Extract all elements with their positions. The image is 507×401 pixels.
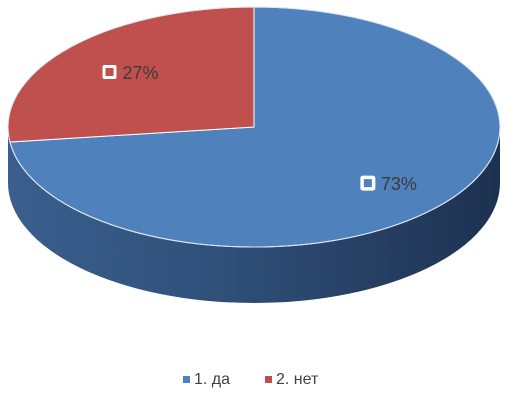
- pie-side-wall: [8, 127, 500, 303]
- pie-top-rim: [7, 6, 501, 248]
- legend-swatch-da: [183, 376, 190, 383]
- legend-label-da: 1. да: [194, 371, 230, 388]
- legend-label-net: 2. нет: [276, 371, 319, 388]
- legend: 1. да 2. нет: [183, 371, 319, 388]
- data-label-text: 73%: [381, 174, 417, 194]
- data-label-slice-2: 27%: [102, 63, 159, 83]
- data-label-text: 27%: [123, 63, 159, 83]
- data-label-slice-1: 73%: [360, 174, 417, 194]
- legend-swatch-net: [265, 376, 272, 383]
